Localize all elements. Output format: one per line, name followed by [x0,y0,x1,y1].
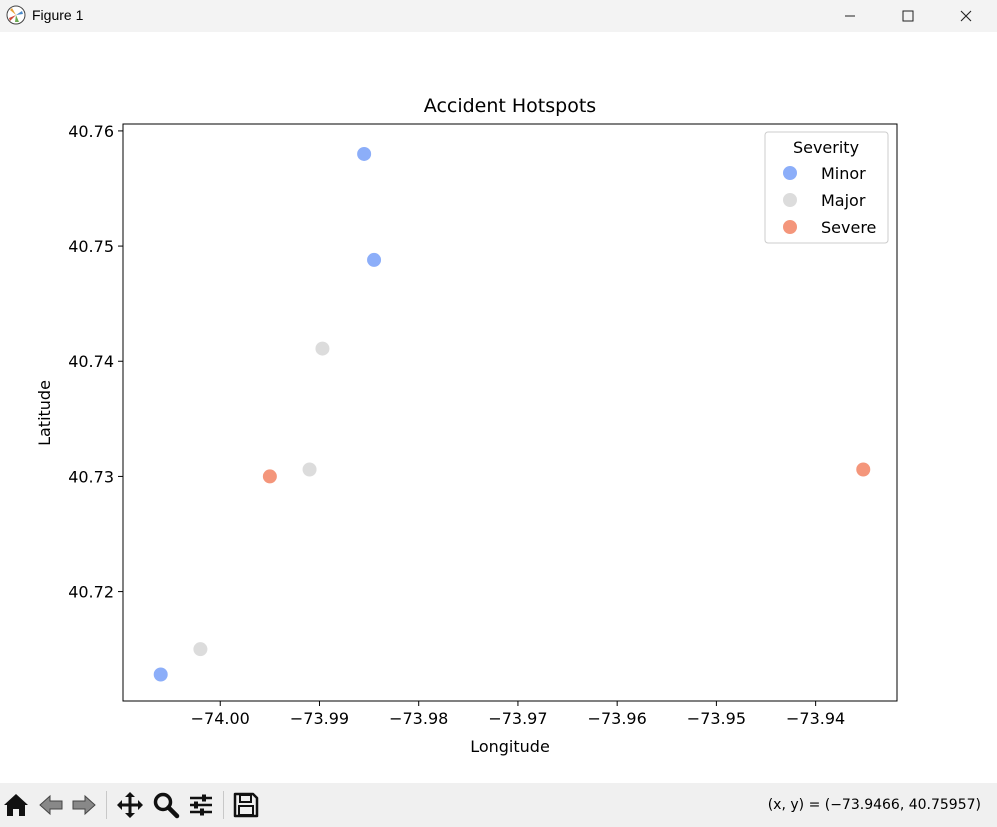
home-icon [4,794,28,816]
window-title: Figure 1 [32,7,84,23]
x-tick-label: −73.96 [588,709,647,728]
data-point-severe [261,468,278,485]
x-tick-label: −73.99 [290,709,349,728]
maximize-icon [902,10,914,22]
configure-subplots-button[interactable] [185,789,217,821]
x-tick-label: −73.94 [786,709,845,728]
legend: Severity Minor Major Severe [764,131,889,244]
y-tick-label: 40.74 [68,352,114,371]
navigation-toolbar: (x, y) = (−73.9466, 40.75957) [0,783,997,827]
zoom-icon [153,792,180,819]
y-tick-label: 40.72 [68,583,114,602]
legend-marker-minor [782,165,798,181]
pan-icon [117,792,143,818]
minimize-button[interactable] [821,0,879,32]
maximize-button[interactable] [879,0,937,32]
close-icon [960,10,972,22]
legend-box [764,131,889,244]
y-axis-label: Latitude [35,380,54,446]
data-point-severe [855,461,872,478]
legend-marker-severe [782,219,798,235]
forward-button[interactable] [68,789,100,821]
figure-canvas[interactable]: Accident Hotspots Longitude Latitude −74… [0,32,997,783]
pan-button[interactable] [114,789,146,821]
data-point-minor [366,251,383,268]
zoom-button[interactable] [150,789,182,821]
cursor-coordinates: (x, y) = (−73.9466, 40.75957) [767,797,981,813]
data-point-major [192,641,209,658]
scatter-points [152,145,872,683]
toolbar-separator [106,791,107,819]
back-button[interactable] [35,789,67,821]
data-point-major [301,461,318,478]
legend-label-minor: Minor [821,164,866,183]
save-button[interactable] [230,789,262,821]
legend-label-severe: Severe [821,218,876,237]
y-tick-label: 40.73 [68,467,114,486]
legend-label-major: Major [821,191,866,210]
legend-title: Severity [793,138,859,157]
y-tick-label: 40.76 [68,122,114,141]
configure-subplots-icon [190,794,212,816]
data-point-major [314,340,331,357]
y-tick-label: 40.75 [68,237,114,256]
forward-icon [72,794,96,816]
x-tick-label: −74.00 [191,709,250,728]
matplotlib-icon [6,5,26,25]
data-point-minor [152,666,169,683]
x-tick-label: −73.98 [389,709,448,728]
save-icon [233,792,259,818]
toolbar-separator [223,791,224,819]
legend-marker-major [782,192,798,208]
x-axis-label: Longitude [470,737,550,756]
data-point-minor [356,145,373,162]
window-titlebar: Figure 1 [0,0,997,32]
close-button[interactable] [937,0,995,32]
x-tick-label: −73.97 [488,709,547,728]
x-tick-label: −73.95 [687,709,746,728]
back-icon [39,794,63,816]
chart-title: Accident Hotspots [424,95,596,117]
home-button[interactable] [0,789,32,821]
y-axis-ticks: 40.72 40.73 40.74 40.75 40.76 [68,122,123,602]
x-axis-ticks: −74.00 −73.99 −73.98 −73.97 −73.96 −73.95 −73.… [191,701,845,728]
scatter-chart: Accident Hotspots Longitude Latitude −74… [35,95,898,756]
minimize-icon [845,15,855,17]
